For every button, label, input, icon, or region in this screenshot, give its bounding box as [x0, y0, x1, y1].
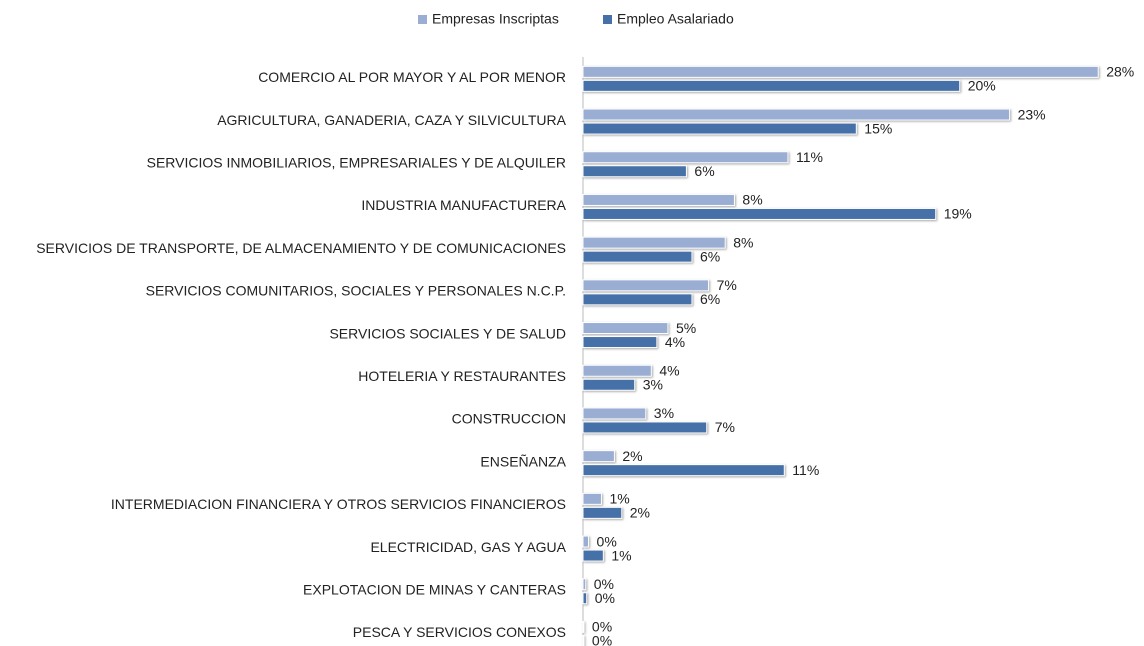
bar — [582, 122, 857, 135]
value-label: 0% — [592, 619, 612, 635]
value-label: 1% — [609, 491, 629, 507]
category-label: INDUSTRIA MANUFACTURERA — [361, 197, 566, 213]
bar — [582, 578, 587, 591]
value-label: 15% — [864, 120, 892, 136]
value-label: 19% — [944, 206, 972, 222]
bar — [582, 492, 602, 505]
value-label: 0% — [594, 576, 614, 592]
bar — [582, 279, 710, 292]
bar — [582, 108, 1011, 121]
value-label: 6% — [700, 291, 720, 307]
bar — [582, 322, 669, 335]
category-label: SERVICIOS INMOBILIARIOS, EMPRESARIALES Y… — [147, 154, 566, 170]
bar — [582, 450, 615, 463]
value-label: 28% — [1106, 64, 1134, 80]
category-label: ENSEÑANZA — [480, 453, 566, 469]
value-label: 5% — [676, 320, 696, 336]
value-label: 11% — [792, 462, 819, 478]
value-label: 7% — [717, 277, 737, 293]
category-label: SERVICIOS SOCIALES Y DE SALUD — [329, 325, 566, 341]
legend-marker — [603, 15, 612, 24]
bar — [582, 193, 735, 206]
category-label: ELECTRICIDAD, GAS Y AGUA — [370, 539, 566, 555]
value-label: 2% — [630, 505, 650, 521]
category-label: CONSTRUCCION — [452, 411, 566, 427]
category-label: HOTELERIA Y RESTAURANTES — [358, 368, 566, 384]
legend-label: Empresas Inscriptas — [432, 11, 559, 27]
category-label: SERVICIOS DE TRANSPORTE, DE ALMACENAMIEN… — [36, 240, 566, 256]
value-label: 0% — [592, 633, 612, 646]
bar — [582, 65, 1099, 78]
category-label: SERVICIOS COMUNITARIOS, SOCIALES Y PERSO… — [146, 283, 566, 299]
legend-label: Empleo Asalariado — [617, 11, 734, 27]
bar — [582, 250, 693, 263]
value-label: 4% — [665, 334, 685, 350]
value-label: 7% — [715, 419, 735, 435]
bar — [582, 506, 623, 519]
bar — [582, 165, 687, 178]
category-label: INTERMEDIACION FINANCIERA Y OTROS SERVIC… — [111, 496, 566, 512]
value-label: 6% — [694, 163, 714, 179]
category-label: EXPLOTACION DE MINAS Y CANTERAS — [303, 581, 566, 597]
bar — [582, 378, 636, 391]
bar — [582, 421, 708, 434]
bar — [582, 549, 604, 562]
value-label: 3% — [643, 376, 663, 392]
value-label: 0% — [597, 533, 617, 549]
value-label: 11% — [796, 149, 823, 165]
bar — [582, 592, 588, 605]
category-label: AGRICULTURA, GANADERIA, CAZA Y SILVICULT… — [217, 112, 566, 128]
value-label: 2% — [622, 448, 642, 464]
legend-marker — [418, 15, 427, 24]
bar — [582, 535, 590, 548]
bar — [582, 151, 789, 164]
value-label: 4% — [659, 362, 679, 378]
bar — [582, 336, 658, 349]
value-label: 20% — [968, 78, 996, 94]
bar — [582, 236, 726, 249]
value-label: 3% — [654, 405, 674, 421]
value-label: 8% — [742, 192, 762, 208]
bar — [582, 207, 937, 220]
bar — [582, 620, 585, 633]
bar — [582, 293, 693, 306]
bar — [582, 407, 647, 420]
value-label: 0% — [595, 590, 615, 606]
value-label: 8% — [733, 234, 753, 250]
value-label: 6% — [700, 248, 720, 264]
bar — [582, 79, 961, 92]
category-label: PESCA Y SERVICIOS CONEXOS — [353, 624, 566, 640]
bar — [582, 634, 585, 646]
bar — [582, 364, 652, 377]
category-label: COMERCIO AL POR MAYOR Y AL POR MENOR — [258, 69, 566, 85]
value-label: 23% — [1018, 106, 1046, 122]
value-label: 1% — [611, 547, 631, 563]
bar — [582, 464, 785, 477]
